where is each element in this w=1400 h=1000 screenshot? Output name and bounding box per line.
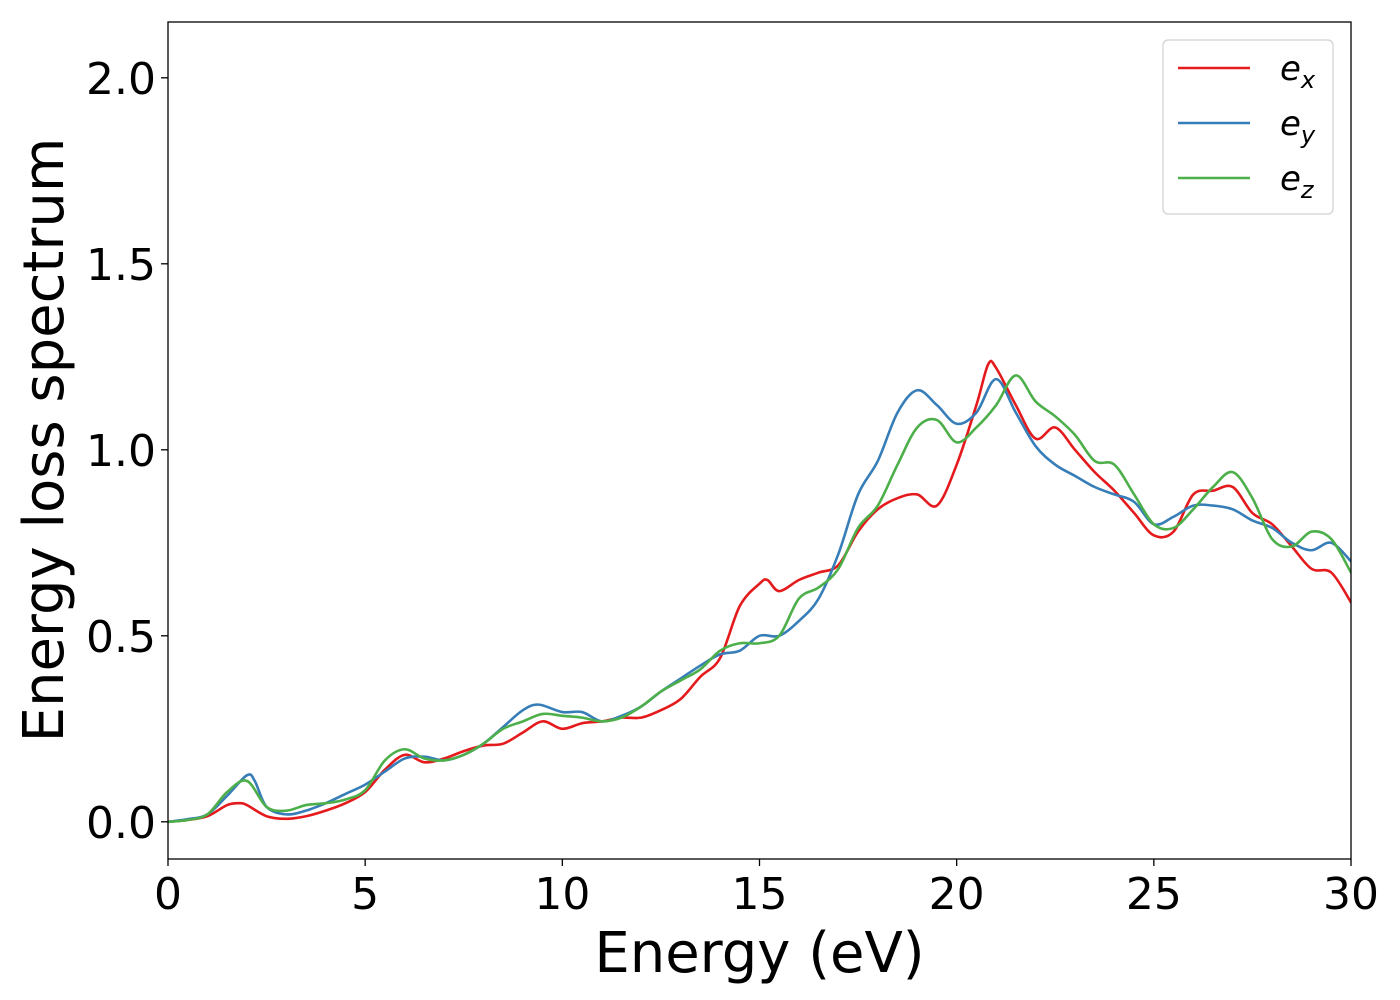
x-tick-label: 5 (351, 869, 379, 920)
y-tick-label: 0.0 (86, 798, 156, 849)
y-axis-ticks: 0.0 0.5 1.0 1.5 2.0 (86, 54, 168, 849)
y-axis-title: Energy loss spectrum (12, 138, 77, 743)
y-tick-label: 2.0 (86, 54, 156, 105)
x-tick-label: 15 (732, 869, 788, 920)
series-line-e-y (168, 377, 1351, 824)
series-layer (168, 359, 1351, 824)
x-tick-label: 10 (534, 869, 590, 920)
series-line-e-z (168, 374, 1351, 824)
legend-label-y: ey (1280, 104, 1316, 149)
y-tick-label: 0.5 (86, 612, 156, 663)
legend-label-z: ez (1280, 159, 1315, 204)
x-tick-label: 30 (1323, 869, 1379, 920)
x-tick-label: 25 (1126, 869, 1182, 920)
y-tick-label: 1.0 (86, 426, 156, 477)
legend-label-x: ex (1280, 49, 1316, 94)
x-axis-ticks: 0 5 10 15 20 25 30 (154, 859, 1379, 920)
x-axis-title: Energy (eV) (594, 921, 924, 986)
x-tick-label: 20 (929, 869, 985, 920)
x-tick-label: 0 (154, 869, 182, 920)
legend: ex ey ez (1162, 39, 1334, 215)
legend-frame (1162, 39, 1334, 215)
y-tick-label: 1.5 (86, 240, 156, 291)
series-line-e-x (168, 359, 1351, 824)
